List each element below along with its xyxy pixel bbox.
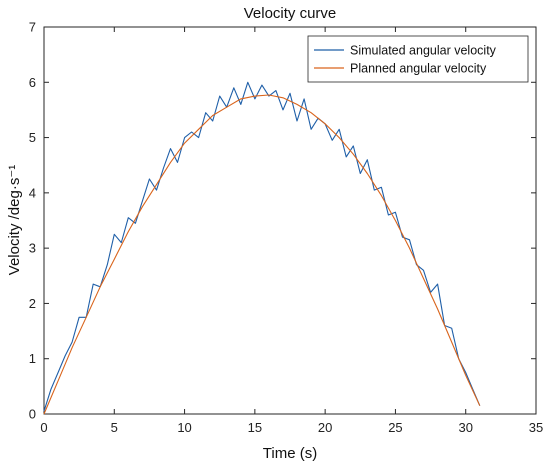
legend-box [307, 35, 529, 83]
y-tick-label: 5 [29, 130, 36, 145]
x-tick-label: 5 [111, 420, 118, 435]
x-tick-label: 30 [458, 420, 472, 435]
y-tick-label: 0 [29, 407, 36, 422]
legend: Simulated angular velocity Planned angula… [307, 35, 529, 83]
y-tick-label: 4 [29, 185, 36, 200]
series-layer [43, 81, 481, 415]
y-tick-label: 3 [29, 241, 36, 256]
y-tick-label: 7 [29, 20, 36, 35]
legend-entry-label: Simulated angular velocity [350, 44, 497, 58]
x-tick-label: 0 [40, 420, 47, 435]
y-tick-label: 6 [29, 75, 36, 90]
axis-ticks: 0 5 10 15 20 25 30 35 0 1 2 3 4 5 6 7 [29, 20, 543, 436]
x-tick-label: 20 [318, 420, 332, 435]
chart-title: Velocity curve [244, 5, 337, 22]
y-axis-label: Velocity /deg·s⁻¹ [6, 165, 23, 275]
x-tick-label: 25 [388, 420, 402, 435]
plot-area-frame [43, 26, 537, 415]
x-axis-label: Time (s) [263, 445, 317, 462]
y-tick-label: 1 [29, 351, 36, 366]
series-line-simulated [43, 81, 481, 412]
x-tick-label: 10 [177, 420, 191, 435]
y-tick-label: 2 [29, 296, 36, 311]
x-tick-label: 35 [529, 420, 543, 435]
series-line-planned [43, 94, 481, 415]
x-tick-label: 15 [248, 420, 262, 435]
legend-entry-label: Planned angular velocity [350, 62, 487, 76]
